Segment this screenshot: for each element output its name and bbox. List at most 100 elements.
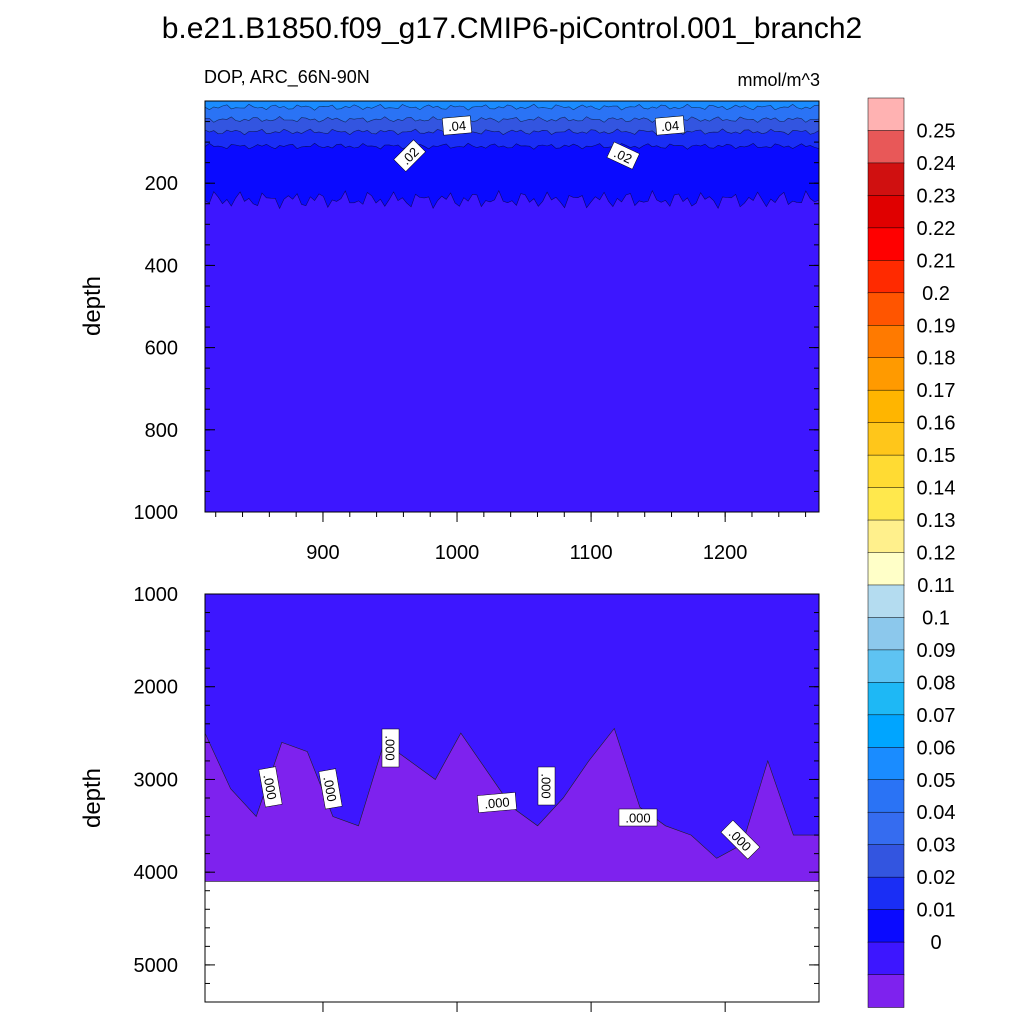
colorbar-swatch bbox=[867, 747, 905, 781]
colorbar-tick-label: 0.07 bbox=[917, 705, 956, 727]
colorbar-swatch bbox=[867, 487, 905, 521]
upper-contour-label: .02 bbox=[606, 141, 640, 170]
lower-contour-fills bbox=[204, 594, 820, 882]
upper-y-axis-label: depth bbox=[79, 276, 106, 336]
colorbar-swatch bbox=[867, 714, 905, 749]
lower-panel: .000.000.000.000.000.000.000 10002000300… bbox=[79, 584, 820, 1012]
colorbar-tick-label: 0.2 bbox=[922, 283, 950, 305]
colorbar-tick-label: 0.24 bbox=[917, 153, 956, 175]
lower-contour-label: .000 bbox=[258, 766, 283, 808]
colorbar-tick-label: 0.14 bbox=[917, 478, 956, 500]
svg-text:.04: .04 bbox=[660, 118, 679, 135]
lower-y-tick-label: 5000 bbox=[134, 955, 179, 977]
upper-y-tick-label: 600 bbox=[145, 338, 178, 360]
colorbar-swatch bbox=[867, 844, 905, 878]
colorbar-swatch bbox=[867, 292, 905, 326]
lower-y-axis-label: depth bbox=[79, 768, 106, 828]
upper-contour-line bbox=[205, 116, 820, 123]
upper-contour-line bbox=[204, 142, 820, 150]
svg-text:.000: .000 bbox=[539, 773, 554, 798]
lower-contour-labels: .000.000.000.000.000.000.000 bbox=[258, 728, 761, 860]
upper-contour-band bbox=[205, 101, 819, 111]
upper-y-tick-label: 200 bbox=[145, 173, 178, 195]
colorbar-tick-label: 0.15 bbox=[917, 445, 956, 467]
colorbar-swatch bbox=[867, 195, 905, 229]
colorbar-swatch bbox=[867, 130, 905, 164]
colorbar-swatch bbox=[867, 227, 905, 262]
colorbar-tick-label: 0.13 bbox=[917, 510, 956, 532]
colorbar-swatch bbox=[867, 357, 905, 391]
svg-text:.02: .02 bbox=[612, 145, 635, 166]
lower-contour-label: .000 bbox=[477, 792, 517, 813]
figure-title: b.e21.B1850.f09_g17.CMIP6-piControl.001_… bbox=[162, 12, 863, 45]
colorbar-tick-label: 0.02 bbox=[917, 867, 956, 889]
colorbar-swatch bbox=[867, 97, 905, 132]
colorbar-tick-label: 0 bbox=[930, 932, 941, 954]
upper-contour-fills bbox=[205, 101, 819, 512]
colorbar-tick-label: 0.04 bbox=[917, 802, 956, 824]
colorbar-tick-label: 0.06 bbox=[917, 737, 956, 759]
colorbar-swatch bbox=[867, 682, 905, 716]
svg-text:.000: .000 bbox=[260, 773, 279, 801]
lower-contour-band bbox=[204, 727, 820, 882]
upper-y-tick-label: 1000 bbox=[134, 502, 179, 524]
lower-y-tick-label: 2000 bbox=[134, 677, 179, 699]
colorbar-swatch bbox=[867, 779, 905, 813]
lower-contour-label: .000 bbox=[381, 728, 400, 768]
colorbar-tick-label: 0.11 bbox=[917, 575, 954, 597]
colorbar-tick-label: 0.23 bbox=[917, 185, 956, 207]
colorbar-swatch bbox=[867, 389, 905, 424]
colorbar-tick-label: 0.01 bbox=[917, 900, 956, 922]
upper-contour-label: .04 bbox=[441, 115, 472, 136]
x-tick-label: 1000 bbox=[435, 542, 480, 564]
lower-y-tick-label: 3000 bbox=[134, 769, 179, 791]
svg-text:.000: .000 bbox=[320, 775, 339, 803]
lower-axes: 1000 2000 3000 4000 5000 bbox=[134, 584, 819, 1012]
svg-text:.000: .000 bbox=[484, 794, 511, 811]
colorbar-tick-label: 0.19 bbox=[917, 315, 956, 337]
colorbar-tick-label: 0.25 bbox=[917, 120, 956, 142]
x-tick-label: 1200 bbox=[703, 542, 748, 564]
colorbar-swatch bbox=[867, 162, 905, 197]
colorbar-tick-label: 0.17 bbox=[917, 380, 956, 402]
lower-y-tick-label: 1000 bbox=[134, 584, 179, 606]
units-label: mmol/m^3 bbox=[738, 70, 820, 90]
colorbar-swatch bbox=[867, 909, 905, 943]
lower-contour-label: .000 bbox=[537, 766, 556, 806]
colorbar-swatch bbox=[867, 260, 905, 294]
lower-contour-label: .000 bbox=[618, 808, 658, 827]
upper-contour-line bbox=[204, 103, 820, 111]
colorbar-tick-label: 0.16 bbox=[917, 413, 956, 435]
colorbar: 0.25 0.24 0.23 0.22 0.21 0.2 0.19 0.18 0.17 0.16 0… bbox=[867, 97, 956, 1008]
svg-text:.000: .000 bbox=[383, 735, 398, 760]
upper-contour-line bbox=[204, 189, 820, 210]
colorbar-swatch bbox=[867, 617, 905, 651]
colorbar-swatch bbox=[867, 811, 905, 846]
colorbar-swatch bbox=[867, 422, 905, 456]
colorbar-tick-label: 0.22 bbox=[917, 218, 956, 240]
upper-axes: 200 400 600 800 1000 900 1000 1100 1200 bbox=[134, 121, 819, 564]
upper-y-tick-label: 400 bbox=[145, 255, 178, 277]
upper-contour-lines bbox=[204, 103, 820, 210]
variable-label: DOP, ARC_66N-90N bbox=[204, 67, 370, 88]
lower-contour-label: .000 bbox=[318, 768, 343, 810]
lower-y-tick-label: 4000 bbox=[134, 862, 179, 884]
colorbar-tick-label: 0.21 bbox=[917, 250, 956, 272]
colorbar-swatch bbox=[867, 325, 905, 359]
colorbar-swatch bbox=[867, 519, 905, 554]
colorbar-tick-label: 0.08 bbox=[917, 672, 956, 694]
colorbar-swatch bbox=[867, 584, 905, 619]
colorbar-tick-label: 0.05 bbox=[917, 770, 956, 792]
upper-contour-label: .04 bbox=[654, 115, 685, 136]
upper-contour-band bbox=[205, 101, 819, 512]
x-tick-label: 1100 bbox=[570, 542, 613, 564]
upper-y-tick-label: 800 bbox=[145, 420, 178, 442]
colorbar-tick-label: 0.12 bbox=[917, 543, 956, 565]
colorbar-swatch bbox=[867, 876, 905, 911]
colorbar-tick-label: 0.03 bbox=[917, 835, 956, 857]
svg-text:.04: .04 bbox=[447, 118, 466, 135]
colorbar-swatch bbox=[867, 941, 905, 976]
colorbar-swatch bbox=[867, 552, 905, 586]
